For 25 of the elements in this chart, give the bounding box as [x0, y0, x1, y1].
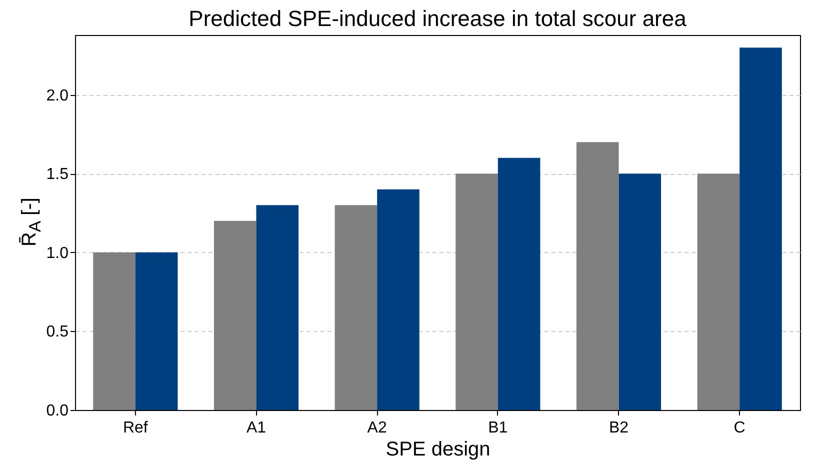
x-tick-label: Ref	[122, 420, 148, 436]
y-tick-label: 0.0	[46, 402, 69, 420]
x-tick-label: C	[734, 420, 746, 436]
chart-title: Predicted SPE-induced increase in total scour area	[188, 6, 688, 31]
x-tick-label: B2	[608, 420, 629, 436]
bar	[697, 174, 740, 410]
bar	[334, 205, 378, 410]
y-tick-label: 1.5	[46, 166, 69, 184]
x-axis-title: SPE design	[386, 438, 490, 460]
bar	[93, 252, 136, 410]
bar	[256, 205, 299, 410]
bar	[618, 174, 662, 410]
bar	[498, 158, 540, 410]
bar	[740, 48, 782, 410]
x-tick-label: B1	[488, 420, 508, 436]
y-tick-label: 1.0	[46, 244, 69, 262]
bar	[135, 252, 178, 410]
y-tick-label: 2.0	[46, 87, 69, 104]
y-tick-label: 0.5	[46, 324, 69, 341]
x-tick-label: A2	[367, 420, 387, 436]
bar	[377, 189, 420, 410]
x-tick-label: A1	[246, 420, 266, 436]
bar	[456, 174, 498, 410]
bar	[576, 142, 619, 410]
bar	[214, 220, 256, 410]
